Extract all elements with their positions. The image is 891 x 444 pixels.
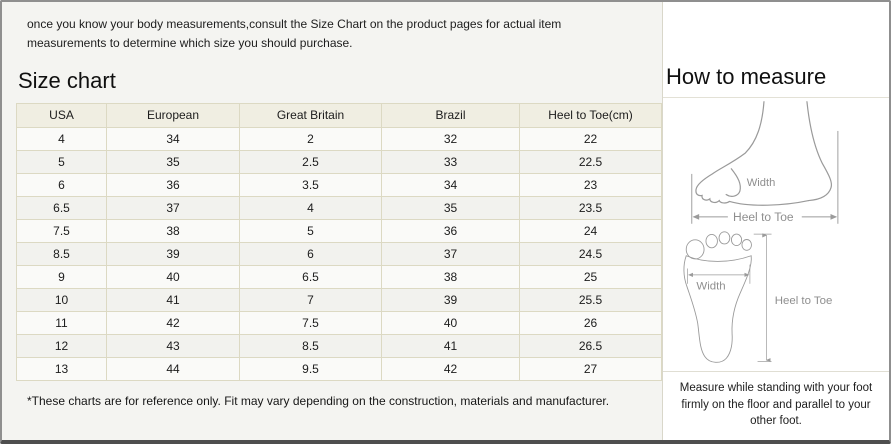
intro-paragraph: once you know your body measurements,con… [27, 17, 562, 51]
size-cell: 6 [239, 242, 382, 267]
size-cell: 34 [381, 173, 520, 198]
size-row: 6.5 37 4 35 23.5 [16, 196, 662, 221]
column-header: Brazil [381, 103, 520, 129]
size-row: 7.5 38 5 36 24 [16, 219, 662, 244]
size-cell: 36 [381, 219, 520, 244]
reference-footnote: *These charts are for reference only. Fi… [27, 394, 610, 409]
size-cell: 33 [381, 150, 520, 175]
size-cell: 35 [381, 196, 520, 221]
size-cell: 40 [381, 311, 520, 336]
sole-width-label: Width [696, 280, 725, 292]
size-cell: 7.5 [239, 311, 382, 336]
column-header: Heel to Toe(cm) [519, 103, 662, 129]
size-cell: 42 [381, 357, 520, 382]
size-chart-section: once you know your body measurements,con… [2, 2, 662, 440]
how-to-measure-section: How to measure [662, 2, 889, 440]
size-cell: 13 [16, 357, 107, 382]
measure-instruction: Measure while standing with your foot fi… [663, 370, 889, 440]
size-cell: 35 [106, 150, 240, 175]
size-cell: 22.5 [519, 150, 662, 175]
size-cell: 5 [16, 150, 107, 175]
size-cell: 39 [381, 288, 520, 313]
size-cell: 24 [519, 219, 662, 244]
size-row: 13 44 9.5 42 27 [16, 357, 662, 382]
size-row: 9 40 6.5 38 25 [16, 265, 662, 290]
size-cell: 32 [381, 127, 520, 152]
size-table-header: USA European Great Britain Brazil Heel to To… [16, 103, 662, 129]
size-cell: 23 [519, 173, 662, 198]
side-width-label: Width [747, 177, 776, 189]
size-cell: 22 [519, 127, 662, 152]
measure-diagrams: Width Heel to Toe Width [663, 98, 889, 371]
size-cell: 7 [239, 288, 382, 313]
size-cell: 23.5 [519, 196, 662, 221]
foot-side-view-diagram: Width Heel to Toe [691, 101, 839, 224]
size-cell: 8.5 [16, 242, 107, 267]
size-cell: 36 [106, 173, 240, 198]
column-header: Great Britain [239, 103, 382, 129]
size-row: 12 43 8.5 41 26.5 [16, 334, 662, 359]
size-cell: 9 [16, 265, 107, 290]
size-cell: 26.5 [519, 334, 662, 359]
size-cell: 44 [106, 357, 240, 382]
size-cell: 4 [16, 127, 107, 152]
size-cell: 8.5 [239, 334, 382, 359]
size-cell: 34 [106, 127, 240, 152]
size-cell: 7.5 [16, 219, 107, 244]
size-cell: 2 [239, 127, 382, 152]
size-cell: 43 [106, 334, 240, 359]
how-to-measure-title: How to measure [663, 2, 889, 98]
size-cell: 37 [106, 196, 240, 221]
size-cell: 25 [519, 265, 662, 290]
size-cell: 12 [16, 334, 107, 359]
size-row: 11 42 7.5 40 26 [16, 311, 662, 336]
size-cell: 41 [381, 334, 520, 359]
size-cell: 42 [106, 311, 240, 336]
size-chart-title: Size chart [18, 68, 116, 94]
size-cell: 3.5 [239, 173, 382, 198]
size-chart-table: USA European Great Britain Brazil Heel to To… [16, 103, 662, 382]
size-cell: 11 [16, 311, 107, 336]
size-cell: 27 [519, 357, 662, 382]
side-heel-to-toe-label: Heel to Toe [733, 210, 794, 224]
column-header: USA [16, 103, 107, 129]
size-cell: 40 [106, 265, 240, 290]
size-row: 4 34 2 32 22 [16, 127, 662, 152]
size-cell: 4 [239, 196, 382, 221]
sole-heel-to-toe-label: Heel to Toe [775, 295, 833, 307]
size-row: 5 35 2.5 33 22.5 [16, 150, 662, 175]
size-cell: 6.5 [16, 196, 107, 221]
column-header: European [106, 103, 240, 129]
size-cell: 38 [381, 265, 520, 290]
size-cell: 6 [16, 173, 107, 198]
size-cell: 24.5 [519, 242, 662, 267]
size-cell: 2.5 [239, 150, 382, 175]
foot-sole-view-diagram: Width Heel to Toe [683, 231, 833, 363]
size-cell: 41 [106, 288, 240, 313]
size-cell: 9.5 [239, 357, 382, 382]
size-cell: 39 [106, 242, 240, 267]
size-row: 8.5 39 6 37 24.5 [16, 242, 662, 267]
size-cell: 37 [381, 242, 520, 267]
size-row: 10 41 7 39 25.5 [16, 288, 662, 313]
size-cell: 26 [519, 311, 662, 336]
size-cell: 38 [106, 219, 240, 244]
size-cell: 10 [16, 288, 107, 313]
size-cell: 6.5 [239, 265, 382, 290]
size-cell: 5 [239, 219, 382, 244]
size-row: 6 36 3.5 34 23 [16, 173, 662, 198]
size-cell: 25.5 [519, 288, 662, 313]
